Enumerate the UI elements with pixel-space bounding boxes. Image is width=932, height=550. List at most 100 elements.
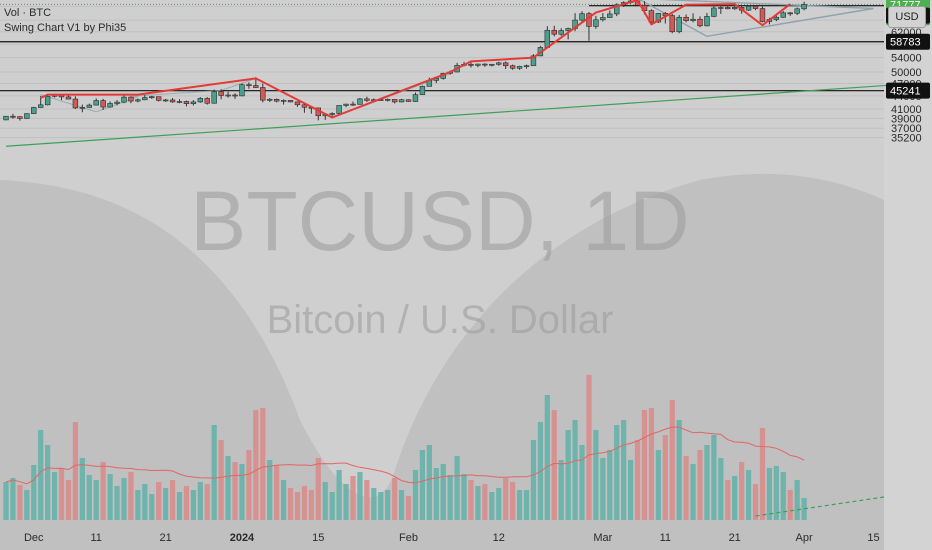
currency-button[interactable]: USD	[888, 6, 926, 28]
candle-body[interactable]	[232, 94, 238, 97]
candle-body[interactable]	[780, 12, 786, 18]
volume-legend[interactable]: Vol · BTC	[4, 7, 52, 19]
candle-body[interactable]	[100, 100, 106, 108]
candle-body[interactable]	[725, 7, 731, 10]
candle-body[interactable]	[301, 104, 308, 108]
candle-body[interactable]	[343, 103, 349, 106]
candle-body[interactable]	[530, 55, 537, 67]
candle-body[interactable]	[128, 96, 134, 102]
candle-body[interactable]	[24, 113, 30, 119]
candle-body[interactable]	[44, 95, 51, 106]
candle-body[interactable]	[648, 10, 655, 23]
swing-chart-legend[interactable]: Swing Chart V1 by Phi35	[4, 22, 127, 34]
candle-body[interactable]	[412, 94, 419, 102]
candle-body[interactable]	[197, 98, 204, 103]
candle-body[interactable]	[509, 65, 516, 69]
candle-body[interactable]	[190, 101, 197, 104]
candle-body[interactable]	[86, 104, 92, 108]
candle-body[interactable]	[267, 98, 273, 101]
candle-body[interactable]	[218, 91, 224, 96]
candle-body[interactable]	[752, 5, 759, 9]
candle-body[interactable]	[398, 99, 405, 103]
candle-body[interactable]	[162, 99, 169, 102]
candle-body[interactable]	[253, 85, 259, 88]
candle-body[interactable]	[246, 84, 252, 87]
candle-body[interactable]	[225, 94, 231, 97]
candle-body[interactable]	[419, 86, 426, 95]
candle-body[interactable]	[149, 96, 155, 99]
candle-body[interactable]	[718, 7, 724, 9]
time-axis[interactable]: Dec 11 21 2024 15 Feb 12 Mar 11 21 Apr 15	[24, 532, 880, 544]
candle-body[interactable]	[482, 63, 488, 66]
candle-body[interactable]	[475, 63, 481, 66]
candle-body[interactable]	[468, 63, 474, 66]
candle-body[interactable]	[731, 7, 738, 10]
candle-body[interactable]	[260, 87, 266, 101]
trend-line[interactable]	[5, 83, 909, 147]
candle-body[interactable]	[593, 19, 599, 27]
candle-body[interactable]	[405, 99, 412, 102]
candle-body[interactable]	[17, 116, 23, 119]
candle-body[interactable]	[711, 7, 717, 17]
candle-body[interactable]	[65, 96, 72, 100]
candle-body[interactable]	[496, 62, 502, 65]
candle-body[interactable]	[31, 107, 37, 114]
candle-body[interactable]	[294, 101, 301, 106]
candle-body[interactable]	[683, 16, 689, 21]
candle-body[interactable]	[169, 99, 176, 103]
candle-body[interactable]	[280, 100, 287, 102]
candle-body[interactable]	[773, 16, 780, 20]
candle-body[interactable]	[350, 103, 356, 106]
candle-body[interactable]	[10, 115, 16, 118]
candle-body[interactable]	[579, 13, 585, 21]
candle-body[interactable]	[669, 15, 675, 33]
candle-body[interactable]	[704, 16, 710, 27]
candle-body[interactable]	[37, 104, 44, 108]
candle-body[interactable]	[121, 96, 127, 103]
candle-body[interactable]	[558, 30, 564, 35]
candle-body[interactable]	[502, 62, 509, 67]
dashed-trend-line[interactable]	[755, 496, 885, 517]
candle-body[interactable]	[287, 100, 294, 103]
candle-body[interactable]	[516, 66, 523, 69]
candle-body[interactable]	[364, 98, 370, 101]
candle-body[interactable]	[211, 91, 217, 104]
candle-body[interactable]	[204, 98, 210, 104]
candle-body[interactable]	[614, 4, 620, 15]
candle-body[interactable]	[357, 98, 363, 105]
candle-body[interactable]	[142, 97, 148, 101]
candle-body[interactable]	[690, 18, 696, 21]
candle-body[interactable]	[114, 101, 120, 104]
candle-body[interactable]	[489, 63, 495, 66]
candle-body[interactable]	[794, 8, 800, 14]
candle-body[interactable]	[273, 98, 280, 102]
candle-body[interactable]	[607, 13, 613, 18]
candle-body[interactable]	[655, 13, 662, 23]
candle-body[interactable]	[565, 28, 571, 31]
candle-body[interactable]	[183, 101, 190, 104]
candle-body[interactable]	[551, 29, 557, 35]
candle-body[interactable]	[135, 99, 141, 102]
candle-body[interactable]	[329, 113, 335, 115]
candle-body[interactable]	[523, 65, 530, 68]
candle-body[interactable]	[155, 96, 162, 101]
candle-body[interactable]	[676, 16, 682, 33]
candle-body[interactable]	[3, 115, 9, 121]
candle-body[interactable]	[176, 101, 183, 103]
candle-body[interactable]	[79, 107, 86, 109]
candle-body[interactable]	[107, 103, 113, 108]
candle-body[interactable]	[391, 99, 398, 103]
candle-body[interactable]	[787, 12, 793, 15]
candle-body[interactable]	[600, 17, 606, 21]
candle-body[interactable]	[759, 8, 766, 22]
candle-body[interactable]	[384, 99, 391, 101]
candle-body[interactable]	[745, 5, 752, 11]
candle-body[interactable]	[239, 84, 245, 97]
candle-body[interactable]	[544, 29, 551, 48]
candle-body[interactable]	[801, 4, 807, 10]
candle-body[interactable]	[697, 18, 703, 27]
candle-body[interactable]	[336, 105, 342, 114]
candle-body[interactable]	[72, 98, 79, 109]
candle-body[interactable]	[93, 100, 99, 106]
